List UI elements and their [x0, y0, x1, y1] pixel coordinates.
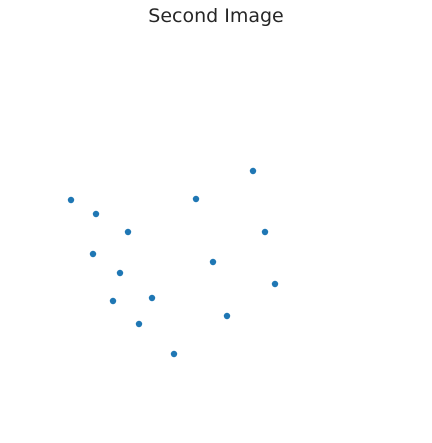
scatter-point [89, 250, 97, 258]
chart-title: Second Image [148, 5, 283, 27]
scatter-point [124, 228, 132, 236]
scatter-point [109, 297, 117, 305]
scatter-point [116, 269, 124, 277]
scatter-point [192, 195, 200, 203]
scatter-point [92, 210, 100, 218]
scatter-point [209, 258, 217, 266]
scatter-point [249, 167, 257, 175]
scatter-point [223, 312, 231, 320]
scatter-point [67, 196, 75, 204]
scatter-point [170, 350, 178, 358]
scatter-point [148, 294, 156, 302]
scatter-point [135, 320, 143, 328]
scatter-point [261, 228, 269, 236]
scatter-points [67, 167, 279, 358]
scatter-point [271, 280, 279, 288]
